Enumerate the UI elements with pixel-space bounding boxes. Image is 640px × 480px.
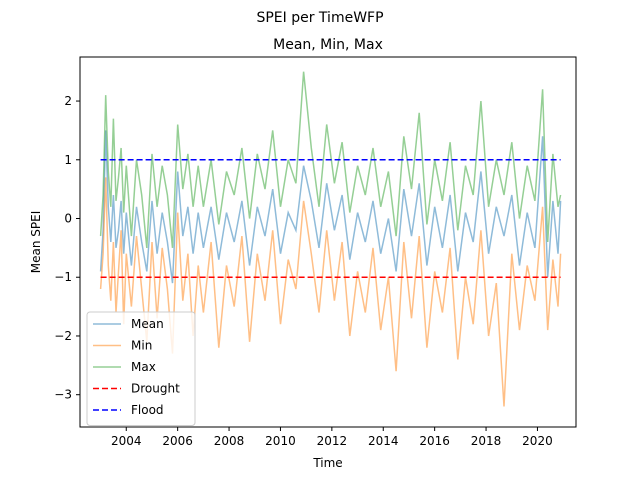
x-tick-label: 2018 [471,434,502,448]
legend-label-drought: Drought [131,382,180,396]
chart-suptitle: SPEI per TimeWFP [256,10,383,26]
x-tick-label: 2008 [214,434,245,448]
y-tick-label: 1 [64,153,72,167]
x-tick-label: 2004 [111,434,142,448]
legend-box [86,311,196,426]
y-tick-label: −3 [54,388,72,402]
x-tick-label: 2010 [265,434,296,448]
y-axis-label: Mean SPEI [29,211,43,273]
legend-label-min: Min [131,339,152,353]
series-line-max [99,71,562,248]
x-tick-label: 2016 [419,434,450,448]
y-tick-label: 0 [64,212,72,226]
y-tick-label: 2 [64,94,72,108]
legend-label-flood: Flood [131,403,164,417]
y-tick-label: −1 [54,270,72,284]
series-line-min [99,177,562,407]
plot-area [99,71,562,407]
x-axis-label: Time [312,456,342,470]
series-line-mean [99,130,562,284]
plot-frame [79,56,577,428]
legend: Mean Min Max Drought Flood [86,311,196,426]
x-tick-label: 2006 [162,434,193,448]
x-tick-label: 2014 [368,434,399,448]
legend-label-mean: Mean [131,317,164,331]
y-tick-label: −2 [54,329,72,343]
x-tick-label: 2012 [317,434,348,448]
legend-label-max: Max [131,360,156,374]
x-tick-label: 2020 [522,434,553,448]
chart-title: Mean, Min, Max [273,37,383,53]
axis-ticks: 2004 2006 2008 2010 2012 2014 2016 2018 2020 −3 −2… [54,94,552,448]
